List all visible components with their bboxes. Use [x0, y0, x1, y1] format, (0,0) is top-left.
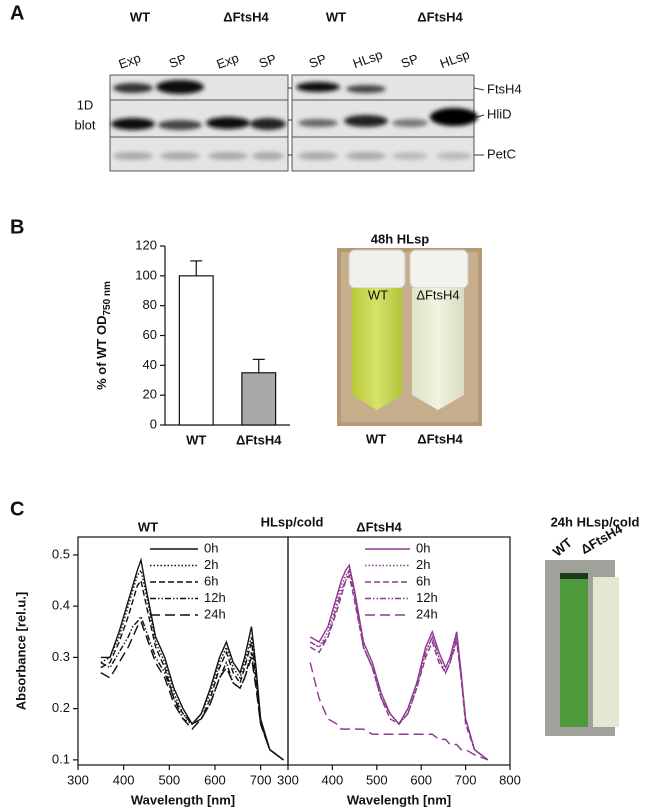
- y-axis-label: Absorbance [rel.u.]: [13, 592, 28, 710]
- plot-frame: [77, 536, 289, 766]
- lane-label: SP: [167, 51, 188, 71]
- lane-label: SP: [307, 51, 328, 71]
- panel-label: C: [10, 498, 24, 520]
- x-tick-label: 400: [113, 772, 135, 787]
- x-tick-label: ΔFtsH4: [236, 432, 282, 447]
- group-label: WT: [326, 9, 346, 24]
- x-tick-label: 600: [410, 772, 432, 787]
- legend-label: 0h: [204, 540, 218, 555]
- y-tick-label: 0.4: [52, 598, 70, 613]
- tube-writing: WT: [368, 287, 388, 302]
- photo-label: ΔFtsH4: [417, 431, 463, 446]
- photo-c: 24h HLsp/cold WT ΔFtsH4: [545, 514, 639, 736]
- x-tick-label: 500: [366, 772, 388, 787]
- x-tick-label: WT: [186, 432, 206, 447]
- tube: [412, 288, 464, 410]
- group-label: ΔFtsH4: [223, 9, 269, 24]
- legend-label: 2h: [204, 557, 218, 572]
- lane-label: Exp: [215, 50, 241, 72]
- legend-label: 0h: [416, 540, 430, 555]
- legend-label: 12h: [204, 590, 226, 605]
- bands: [111, 80, 478, 160]
- y-axis-label-text: % of WT OD: [94, 316, 109, 390]
- side-label: blot: [75, 117, 96, 132]
- x-tick-label: 600: [204, 772, 226, 787]
- tube: [593, 577, 619, 727]
- y-tick-label: 0.2: [52, 700, 70, 715]
- cap: [348, 249, 406, 289]
- x-tick-label: 300: [277, 772, 299, 787]
- y-tick-label: 0.1: [52, 751, 70, 766]
- plot-frame: [287, 536, 511, 766]
- panel-label: B: [10, 216, 24, 238]
- y-tick-label: 0: [150, 416, 157, 431]
- x-tick-label: 800: [499, 772, 521, 787]
- legend-label: 6h: [204, 573, 218, 588]
- y-tick-label: 80: [143, 297, 157, 312]
- protein-label: PetC: [487, 146, 516, 161]
- series-line: [309, 662, 489, 761]
- bar: [241, 372, 277, 426]
- protein-label: FtsH4: [487, 81, 522, 96]
- series-line: [309, 563, 489, 761]
- pointer: [473, 87, 485, 91]
- x-axis-label: Wavelength [nm]: [131, 792, 235, 807]
- tube: [560, 573, 588, 579]
- lane-label: Exp: [117, 50, 143, 72]
- legend-label: 6h: [416, 573, 430, 588]
- x-tick-label: 700: [455, 772, 477, 787]
- chart-title: WT: [138, 519, 158, 534]
- legend-label: 24h: [416, 606, 438, 621]
- photo-b: WT ΔFtsH4 WT ΔFtsH4: [337, 248, 482, 446]
- cap: [409, 249, 469, 289]
- panel-title: HLsp/cold: [261, 514, 324, 529]
- x-tick-label: 300: [67, 772, 89, 787]
- x-axis-label: Wavelength [nm]: [347, 792, 451, 807]
- group-label: ΔFtsH4: [417, 9, 463, 24]
- series-line: [100, 614, 284, 761]
- y-tick-label: 40: [143, 357, 157, 372]
- side-label: 1D: [77, 97, 94, 112]
- legend-label: 2h: [416, 557, 430, 572]
- series-line: [309, 567, 489, 761]
- x-tick-label: 700: [250, 772, 272, 787]
- legend-label: 12h: [416, 590, 438, 605]
- group-label: WT: [130, 9, 150, 24]
- photo-label: WT: [366, 431, 386, 446]
- y-tick-label: 100: [135, 267, 157, 282]
- y-tick-label: 0.3: [52, 649, 70, 664]
- protein-label: HliD: [487, 106, 512, 121]
- tube-writing: ΔFtsH4: [416, 287, 459, 302]
- lane-label: SP: [399, 51, 420, 71]
- blot: WT ΔFtsH4 WT ΔFtsH4 Exp SP Exp SP SP HLs…: [75, 9, 522, 172]
- lane-label: SP: [257, 51, 278, 71]
- tube: [560, 575, 588, 727]
- chart-title: ΔFtsH4: [356, 519, 402, 534]
- y-axis-label-sub: 750 nm: [102, 281, 113, 316]
- lane-label: HLsp: [438, 47, 472, 71]
- series-line: [100, 620, 284, 761]
- y-tick-label: 0.5: [52, 546, 70, 561]
- x-tick-label: 400: [322, 772, 344, 787]
- pointer: [473, 114, 485, 119]
- y-tick-label: 60: [143, 327, 157, 342]
- photo-title: 24h HLsp/cold: [551, 514, 640, 529]
- x-tick-label: 500: [158, 772, 180, 787]
- panel-label: A: [10, 2, 24, 24]
- photo-label: WT: [550, 535, 575, 560]
- tube: [352, 288, 402, 410]
- y-axis-label: % of WT OD750 nm: [94, 281, 112, 390]
- y-tick-label: 20: [143, 387, 157, 402]
- bar: [178, 275, 214, 426]
- y-tick-label: 120: [135, 237, 157, 252]
- legend-label: 24h: [204, 606, 226, 621]
- lane-label: HLsp: [351, 47, 385, 71]
- chart-title: 48h HLsp: [371, 231, 430, 246]
